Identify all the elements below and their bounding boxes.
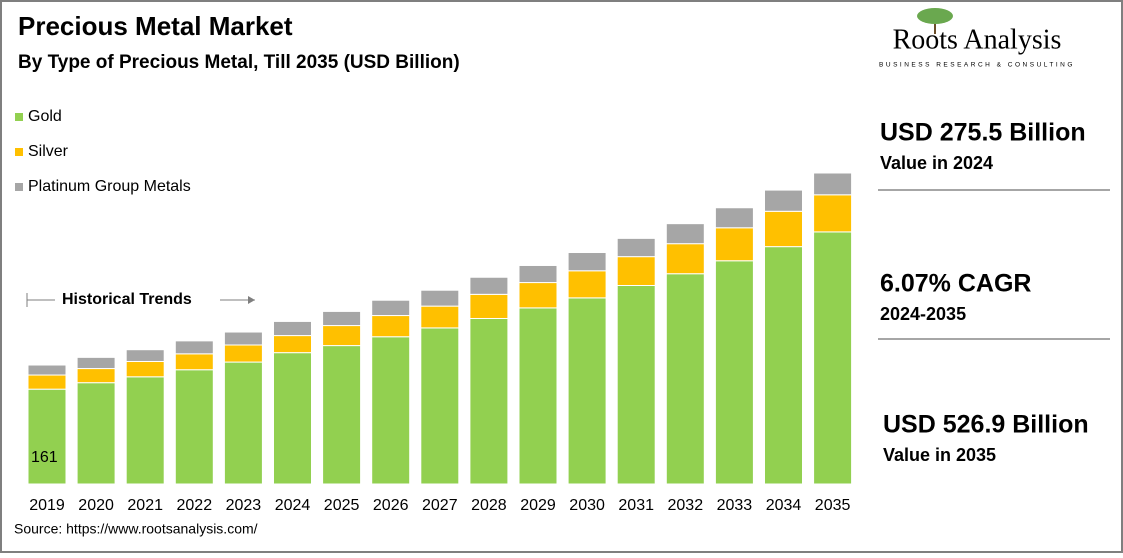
x-tick-label: 2021 xyxy=(127,497,163,514)
bar-segment xyxy=(174,353,214,371)
x-tick-label: 2020 xyxy=(78,497,114,514)
bar-segment xyxy=(322,345,362,485)
bar-segment xyxy=(76,356,116,370)
bar-segment xyxy=(420,289,460,307)
legend-swatch xyxy=(15,183,23,191)
bar-segment xyxy=(616,237,656,258)
bar-segment xyxy=(518,282,558,309)
bar-segment xyxy=(714,260,754,485)
bar-segment xyxy=(371,336,411,485)
bar-segment xyxy=(273,335,312,354)
legend-label: Gold xyxy=(28,108,62,125)
legend-swatch xyxy=(15,113,23,121)
bar-segment xyxy=(469,293,509,319)
bar-segment xyxy=(764,189,803,212)
bar-segment xyxy=(420,327,460,485)
highlight-value: USD 526.9 Billion xyxy=(883,411,1089,439)
x-tick-label: 2024 xyxy=(275,497,311,514)
bar-segment xyxy=(714,227,754,262)
x-tick-label: 2033 xyxy=(717,497,753,514)
x-tick-label: 2028 xyxy=(471,497,507,514)
highlight-caption: Value in 2035 xyxy=(883,445,996,465)
bar-segment xyxy=(567,252,607,272)
source: Source: https://www.rootsanalysis.com/ xyxy=(14,521,258,537)
chart-subtitle: By Type of Precious Metal, Till 2035 (US… xyxy=(18,52,460,73)
bar-segment xyxy=(27,364,67,376)
bar-segment xyxy=(813,194,853,233)
bar-segment xyxy=(125,376,165,485)
x-tick-label: 2023 xyxy=(226,497,262,514)
bar-segment xyxy=(76,382,116,485)
legend-label: Silver xyxy=(28,143,69,160)
legend-label: Platinum Group Metals xyxy=(28,178,191,195)
bar-segment xyxy=(469,276,509,295)
legend-swatch xyxy=(15,148,23,156)
bar-segment xyxy=(665,273,705,485)
x-tick-label: 2034 xyxy=(766,497,802,514)
logo-tagline: BUSINESS RESEARCH & CONSULTING xyxy=(879,62,1075,69)
bar-segment xyxy=(665,243,705,275)
bar-segment xyxy=(322,310,362,327)
bar-segment xyxy=(665,223,705,245)
bar-segment xyxy=(518,264,558,284)
x-tick-label: 2022 xyxy=(177,497,213,514)
x-tick-label: 2027 xyxy=(422,497,458,514)
bar-segment xyxy=(813,172,853,196)
bar-segment xyxy=(567,270,607,299)
bar-segment xyxy=(223,361,263,485)
bar-segment xyxy=(616,256,656,287)
bar-segment xyxy=(273,320,312,337)
bar-segment xyxy=(27,374,67,390)
bar-segment xyxy=(125,349,165,362)
bar-segment xyxy=(125,360,165,378)
chart-title: Precious Metal Market xyxy=(18,11,293,41)
bar-segment xyxy=(371,315,411,338)
bar-segment xyxy=(714,207,754,229)
highlights xyxy=(878,189,1110,340)
bar-segment xyxy=(616,285,656,485)
logo-name: Roots Analysis xyxy=(893,24,1062,55)
historical-annotation: Historical Trends xyxy=(26,291,255,308)
x-tick-label: 2019 xyxy=(29,497,65,514)
annotation: Historical Trends xyxy=(62,291,192,308)
bar-segment xyxy=(322,325,362,347)
bar-segment xyxy=(273,352,312,485)
bar-segment xyxy=(518,307,558,485)
bar-segment xyxy=(813,231,853,485)
bar-segment xyxy=(223,331,263,346)
bar-segment xyxy=(174,369,214,485)
x-tick-label: 2026 xyxy=(373,497,409,514)
highlight-value: USD 275.5 Billion xyxy=(880,119,1086,147)
x-tick-label: 2029 xyxy=(520,497,556,514)
bar-segment xyxy=(27,388,67,485)
bar-segment xyxy=(371,299,411,317)
bar-segment xyxy=(469,317,509,485)
highlight-caption: Value in 2024 xyxy=(880,153,993,173)
data-label: 161 xyxy=(31,449,58,466)
logo: Roots Analysis BUSINESS RESEARCH & CONSU… xyxy=(879,8,1075,69)
bar-segment xyxy=(764,246,803,485)
x-tick-label: 2030 xyxy=(569,497,605,514)
bar-segment xyxy=(76,368,116,384)
x-tick-label: 2031 xyxy=(618,497,654,514)
x-tick-label: 2035 xyxy=(815,497,851,514)
x-tick-label: 2025 xyxy=(324,497,360,514)
bar-segment xyxy=(567,297,607,485)
highlight-value: 6.07% CAGR xyxy=(880,270,1031,298)
highlight-caption: 2024-2035 xyxy=(880,304,966,324)
bar-segment xyxy=(223,344,263,363)
x-tick-label: 2032 xyxy=(668,497,704,514)
bar-segment xyxy=(764,210,803,248)
bar-segment xyxy=(174,340,214,355)
bar-segment xyxy=(420,305,460,329)
